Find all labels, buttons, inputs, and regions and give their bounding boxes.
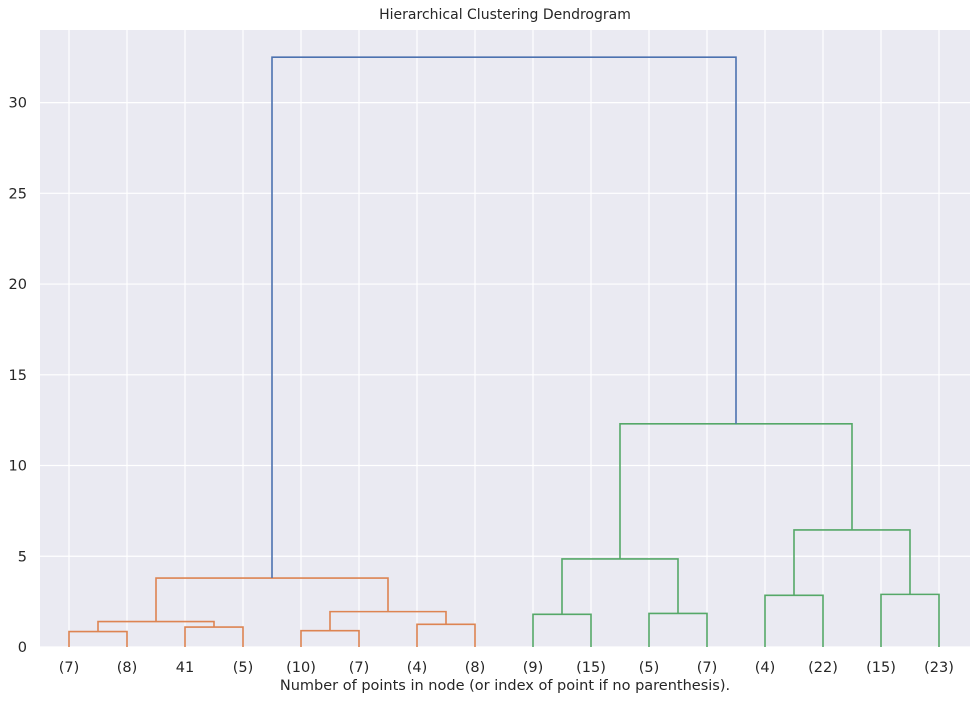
x-tick-label: 41	[176, 660, 194, 676]
grid-lines	[40, 30, 970, 648]
x-tick-label: (10)	[286, 660, 316, 676]
dendrogram-link	[271, 56, 737, 579]
x-tick-label: (5)	[639, 660, 660, 676]
x-tick-label: (9)	[523, 660, 544, 676]
x-tick-label: (23)	[924, 660, 954, 676]
y-tick-label: 15	[9, 368, 27, 384]
dendrogram-links	[68, 56, 940, 647]
x-tick-label: (5)	[233, 660, 254, 676]
x-tick-label: (8)	[465, 660, 486, 676]
x-tick-label: (4)	[755, 660, 776, 676]
dendrogram-link	[300, 629, 360, 647]
x-tick-label: (7)	[697, 660, 718, 676]
x-tick-label: (22)	[808, 660, 838, 676]
x-tick-labels: (7) (8) 41 (5) (10) (7) (4) (8) (9) (15) (5) (7) (4)…	[59, 660, 954, 676]
x-tick-label: (15)	[576, 660, 606, 676]
y-tick-label: 30	[9, 96, 27, 112]
y-tick-labels: 0 5 10 15 20 25 30	[9, 96, 27, 656]
x-axis-label: Number of points in node (or index of po…	[279, 678, 731, 694]
y-tick-label: 25	[9, 186, 27, 202]
dendrogram-link	[648, 612, 708, 647]
dendrogram-link	[764, 594, 824, 647]
y-tick-label: 20	[9, 277, 27, 293]
x-tick-label: (7)	[59, 660, 80, 676]
x-tick-label: (7)	[349, 660, 370, 676]
dendrogram-link	[880, 593, 940, 647]
y-tick-label: 5	[18, 549, 27, 565]
x-tick-label: (8)	[117, 660, 138, 676]
chart-title: Hierarchical Clustering Dendrogram	[379, 7, 631, 23]
x-tick-label: (4)	[407, 660, 428, 676]
x-tick-label: (15)	[866, 660, 896, 676]
y-tick-label: 10	[9, 459, 27, 475]
plot-background	[40, 30, 970, 647]
y-tick-label: 0	[18, 640, 27, 656]
dendrogram-link	[561, 558, 679, 615]
